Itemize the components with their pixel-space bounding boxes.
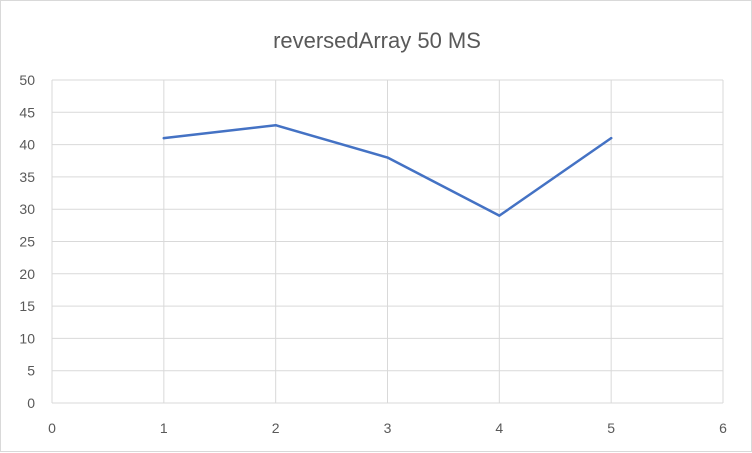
y-tick-label: 10 [19, 330, 35, 346]
y-tick-label: 25 [19, 234, 35, 250]
y-tick-label: 50 [19, 72, 35, 88]
x-axis-tick-labels: 0 1 2 3 4 5 6 [48, 420, 727, 436]
x-tick-label: 0 [48, 420, 56, 436]
x-tick-label: 3 [384, 420, 392, 436]
x-tick-label: 5 [607, 420, 615, 436]
x-tick-label: 4 [495, 420, 503, 436]
y-tick-label: 30 [19, 201, 35, 217]
data-point [162, 136, 166, 140]
data-point [386, 156, 389, 159]
data-point [609, 136, 613, 140]
y-tick-label: 5 [27, 363, 35, 379]
x-tick-label: 2 [272, 420, 280, 436]
x-tick-label: 1 [160, 420, 168, 436]
y-tick-label: 40 [19, 137, 35, 153]
data-point [274, 124, 277, 127]
y-tick-label: 35 [19, 169, 35, 185]
series-group [162, 123, 613, 217]
y-tick-label: 0 [27, 395, 35, 411]
y-tick-label: 20 [19, 266, 35, 282]
data-point [498, 214, 501, 217]
x-tick-label: 6 [719, 420, 727, 436]
horizontal-gridlines [52, 79, 723, 404]
y-tick-label: 45 [19, 104, 35, 120]
y-axis-tick-labels: 0 5 10 15 20 25 30 35 40 45 50 [19, 72, 35, 411]
y-tick-label: 15 [19, 298, 35, 314]
chart-title: reversedArray 50 MS [273, 28, 481, 53]
